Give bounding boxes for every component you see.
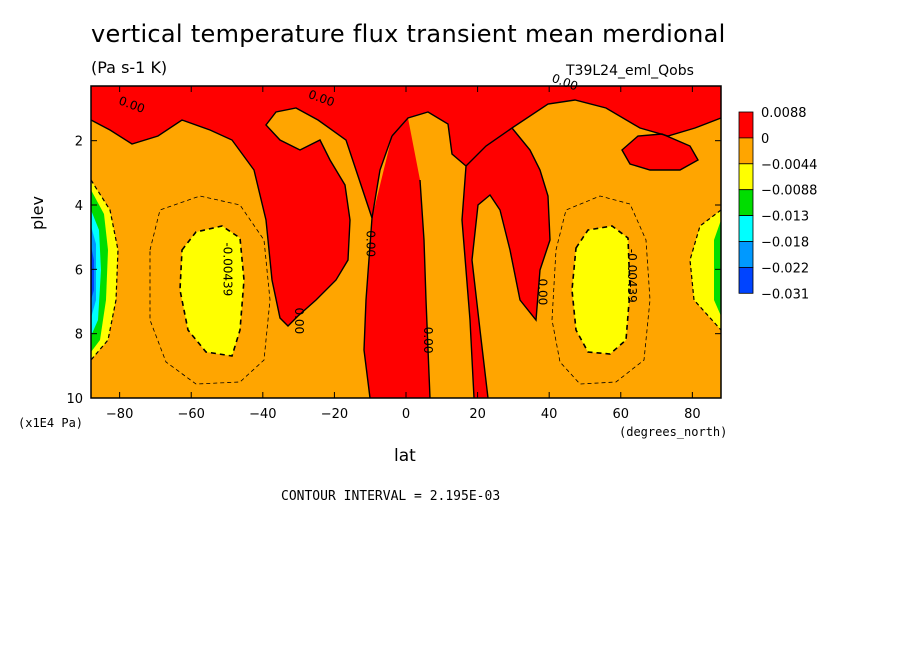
contour-edge-right (689, 209, 722, 331)
field-red-center (364, 118, 550, 398)
contour-neg-right (571, 225, 631, 355)
contour-zero-blob (621, 133, 699, 171)
y-axis-units: (x1E4 Pa) (18, 416, 84, 430)
x-tick-label: 20 (469, 407, 486, 422)
contour-edge-left (90, 179, 119, 361)
x-tick-label: 0 (402, 407, 410, 422)
contour-thin-left (149, 195, 271, 385)
contour-zero-right (465, 99, 722, 167)
colorbar-label: 0 (761, 132, 769, 147)
contour-label: -0.00439 (625, 249, 639, 303)
dataset-label: T39L24_eml_Qobs (566, 63, 694, 79)
contour-fields (91, 86, 721, 398)
y-axis-ticks: 2 4 6 8 10 (66, 135, 721, 407)
y-tick-label: 2 (75, 135, 83, 150)
field-red-blob-left (272, 280, 300, 326)
y-tick-label: 4 (75, 199, 83, 214)
contour-interval-text: CONTOUR INTERVAL = 2.195E-03 (281, 489, 501, 504)
x-axis-ticks: −80 −60 −40 −20 0 20 40 60 80 (106, 86, 701, 422)
contour-zero-center (391, 111, 475, 399)
colorbar-swatch (738, 137, 754, 165)
x-tick-label: −40 (249, 407, 276, 422)
contour-zero-inner (419, 179, 431, 399)
x-tick-label: −60 (178, 407, 205, 422)
contour-lines (90, 99, 722, 399)
x-tick-label: 60 (612, 407, 629, 422)
y-tick-label: 10 (66, 392, 83, 407)
colorbar-label: −0.013 (761, 210, 809, 225)
y-tick-label: 8 (75, 328, 83, 343)
colorbar: 0.0088 0 −0.0044 −0.0088 −0.013 −0.018 −0.022 −… (738, 106, 817, 302)
colorbar-label: −0.022 (761, 261, 809, 276)
colorbar-label: 0.0088 (761, 106, 807, 121)
field-yellow-edge-right (690, 210, 721, 330)
colorbar-swatch (738, 241, 754, 268)
field-red-top (91, 86, 721, 326)
contour-zero-top (90, 107, 373, 399)
x-tick-label: 80 (684, 407, 701, 422)
field-red-blob-mid (516, 160, 534, 186)
x-tick-label: −20 (321, 407, 348, 422)
colorbar-label: −0.0088 (761, 184, 817, 199)
field-red-blob-right (622, 134, 698, 170)
colorbar-swatch (738, 215, 754, 242)
x-axis-units: (degrees_north) (619, 425, 728, 439)
contour-label: 0.00 (421, 327, 435, 354)
contour-zero-mid (371, 135, 393, 219)
field-green-edge-right (714, 220, 721, 316)
colorbar-label: −0.018 (761, 236, 809, 251)
chart-units: (Pa s-1 K) (91, 58, 168, 77)
contour-labels: 0.00 0.000.000.000.000.000.00-0.00439 -0.0… (117, 71, 639, 353)
x-tick-label: 40 (541, 407, 558, 422)
colorbar-swatch (738, 163, 754, 191)
x-axis-label: lat (394, 446, 416, 466)
contour-label: 0.00 (535, 278, 549, 305)
contour-zero-right2 (471, 127, 551, 399)
contour-label: 0.00 (292, 307, 306, 334)
colorbar-swatch (738, 111, 754, 139)
contour-thin-right (551, 195, 651, 385)
colorbar-label: −0.0044 (761, 158, 817, 173)
contour-neg-left (179, 225, 245, 357)
contour-label: 0.00 (364, 230, 378, 257)
y-tick-label: 6 (75, 263, 83, 278)
colorbar-swatch (738, 266, 754, 294)
colorbar-swatch (738, 189, 754, 216)
field-yellow-left (180, 226, 244, 356)
x-tick-label: −80 (106, 407, 133, 422)
contour-label: -0.00439 (220, 242, 234, 296)
colorbar-label: −0.031 (761, 287, 809, 302)
chart-title: vertical temperature flux transient mean… (91, 20, 726, 48)
field-yellow-right (572, 226, 630, 354)
